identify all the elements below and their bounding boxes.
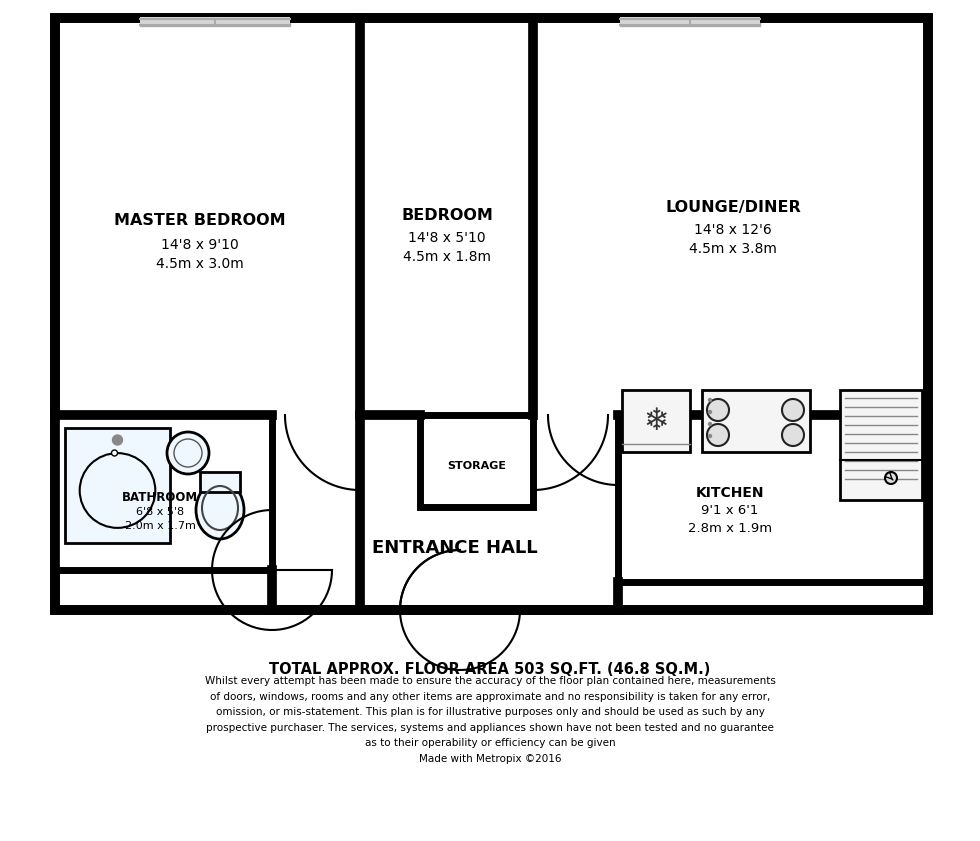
Text: 4.5m x 3.0m: 4.5m x 3.0m [156, 257, 244, 271]
Text: Whilst every attempt has been made to ensure the accuracy of the floor plan cont: Whilst every attempt has been made to en… [205, 676, 775, 764]
Circle shape [112, 450, 118, 456]
Ellipse shape [79, 453, 155, 528]
Circle shape [782, 424, 804, 446]
Text: 14'8 x 9'10: 14'8 x 9'10 [161, 238, 239, 252]
Text: KITCHEN: KITCHEN [696, 486, 764, 500]
Text: LOUNGE/DINER: LOUNGE/DINER [665, 199, 801, 214]
Text: MASTER BEDROOM: MASTER BEDROOM [115, 213, 286, 228]
Bar [200, 472, 240, 492]
Bar [140, 17, 290, 25]
Circle shape [709, 435, 711, 437]
Ellipse shape [167, 432, 209, 474]
Circle shape [707, 399, 729, 421]
Text: 2.8m x 1.9m: 2.8m x 1.9m [688, 521, 772, 535]
Circle shape [782, 399, 804, 421]
Circle shape [709, 410, 711, 414]
Text: Buxton: Buxton [323, 350, 657, 431]
Bar [618, 415, 928, 582]
Text: BATHROOM: BATHROOM [122, 490, 198, 504]
Text: TOTAL APPROX. FLOOR AREA 503 SQ.FT. (46.8 SQ.M.): TOTAL APPROX. FLOOR AREA 503 SQ.FT. (46.… [270, 663, 710, 678]
Text: 14'8 x 12'6: 14'8 x 12'6 [694, 223, 772, 237]
Bar [622, 390, 690, 452]
Bar [140, 16, 290, 26]
Bar [620, 17, 760, 25]
Bar [840, 390, 922, 500]
Text: 4.5m x 1.8m: 4.5m x 1.8m [403, 250, 491, 264]
Text: 4.5m x 3.8m: 4.5m x 3.8m [689, 242, 777, 256]
Ellipse shape [196, 481, 244, 539]
Circle shape [885, 472, 897, 484]
Text: 6'8 x 5'8: 6'8 x 5'8 [136, 507, 184, 517]
Text: 2.0m x 1.7m: 2.0m x 1.7m [124, 521, 195, 531]
Text: 9'1 x 6'1: 9'1 x 6'1 [702, 505, 759, 517]
Text: ENTRANCE HALL: ENTRANCE HALL [372, 539, 538, 557]
Bar [55, 415, 272, 570]
Circle shape [709, 422, 711, 426]
Bar [65, 428, 170, 543]
Bar [55, 18, 928, 610]
Circle shape [709, 399, 711, 401]
Text: STORAGE: STORAGE [448, 461, 507, 471]
Text: 7: 7 [62, 357, 108, 423]
Text: 14'8 x 5'10: 14'8 x 5'10 [409, 231, 486, 245]
Bar [702, 390, 810, 452]
Bar [55, 18, 928, 610]
Circle shape [113, 435, 122, 445]
Bar [420, 415, 533, 507]
Text: BEDROOM: BEDROOM [401, 208, 493, 223]
Ellipse shape [174, 439, 202, 467]
Circle shape [707, 424, 729, 446]
Bar [620, 16, 760, 26]
Text: ❄: ❄ [643, 406, 668, 436]
